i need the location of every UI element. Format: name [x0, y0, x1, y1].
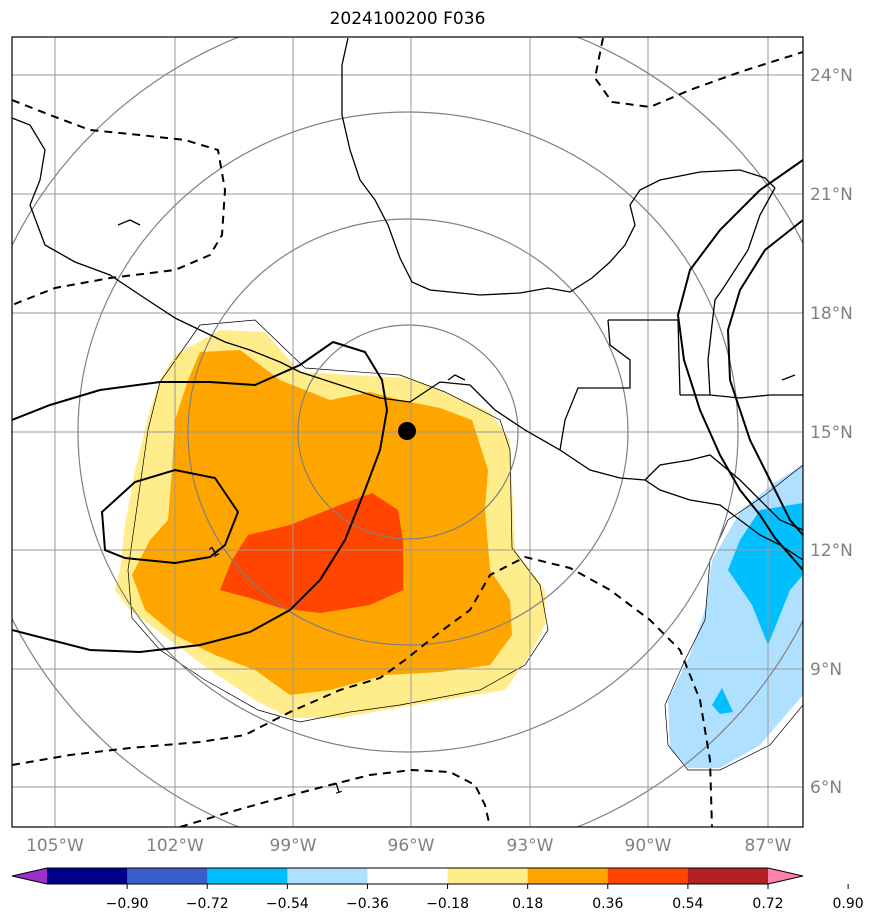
shade-red-region — [220, 493, 403, 613]
colorbar-outline — [11, 867, 804, 885]
colorbar-segments — [12, 868, 803, 884]
lat-label: 18°N — [810, 304, 853, 324]
shade-blue-region — [728, 503, 803, 645]
colorbar-extend-high — [768, 868, 803, 884]
colorbar-tick-label: −0.54 — [266, 896, 309, 912]
lon-label: 90°W — [625, 836, 672, 856]
map-frame — [11, 36, 804, 828]
colorbar-tick-label: −0.36 — [346, 896, 389, 912]
map-title: 2024100200 F036 — [329, 9, 486, 29]
colorbar-ticks: −0.90 −0.72 −0.54 −0.36 −0.18 0.18 0.36 0.54 0.7… — [106, 884, 864, 912]
colorbar-tick-label: −0.18 — [426, 896, 469, 912]
range-rings — [12, 37, 803, 827]
colorbar-segment — [207, 868, 288, 884]
lat-label: 12°N — [810, 541, 853, 561]
lat-label: 21°N — [810, 185, 853, 205]
colorbar-tick-label: 0.18 — [512, 896, 543, 912]
colorbar-tick-label: −0.72 — [186, 896, 229, 912]
storm-center-marker — [398, 422, 416, 440]
lon-label: 87°W — [745, 836, 792, 856]
colorbar-tick-label: 0.72 — [752, 896, 783, 912]
lat-label: 9°N — [810, 660, 842, 680]
colorbar-tick-label: 0.54 — [672, 896, 703, 912]
coastlines — [12, 37, 803, 561]
colorbar: −0.90 −0.72 −0.54 −0.36 −0.18 0.18 0.36 0.54 0.7… — [11, 867, 864, 912]
latitude-labels: 24°N 21°N 18°N 15°N 12°N 9°N 6°N — [810, 66, 853, 798]
shade-outline — [127, 319, 549, 723]
lon-label: 93°W — [507, 836, 554, 856]
colorbar-segment — [367, 868, 449, 884]
colorbar-segment — [687, 868, 769, 884]
colorbar-segment — [447, 868, 529, 884]
lat-label: 24°N — [810, 66, 853, 86]
lat-label: 15°N — [810, 423, 853, 443]
colorbar-tick-label: 0.36 — [592, 896, 623, 912]
lon-label: 99°W — [270, 836, 317, 856]
shaded-field — [115, 330, 803, 768]
colorbar-segment — [127, 868, 208, 884]
shade-blue-small — [712, 688, 733, 714]
colorbar-segment — [287, 868, 368, 884]
colorbar-segment — [47, 868, 128, 884]
lon-label: 96°W — [388, 836, 435, 856]
lon-label: 105°W — [26, 836, 84, 856]
colorbar-tick-label: 0.90 — [833, 896, 864, 912]
colorbar-segment — [607, 868, 689, 884]
longitude-labels: 105°W 102°W 99°W 96°W 93°W 90°W 87°W — [26, 836, 792, 856]
colorbar-extend-low — [12, 868, 47, 884]
contour-solid — [12, 159, 803, 654]
lat-label: 6°N — [810, 778, 842, 798]
colorbar-segment — [527, 868, 609, 884]
colorbar-tick-label: −0.90 — [106, 896, 149, 912]
lon-label: 102°W — [146, 836, 204, 856]
contour-dashed — [12, 37, 803, 827]
